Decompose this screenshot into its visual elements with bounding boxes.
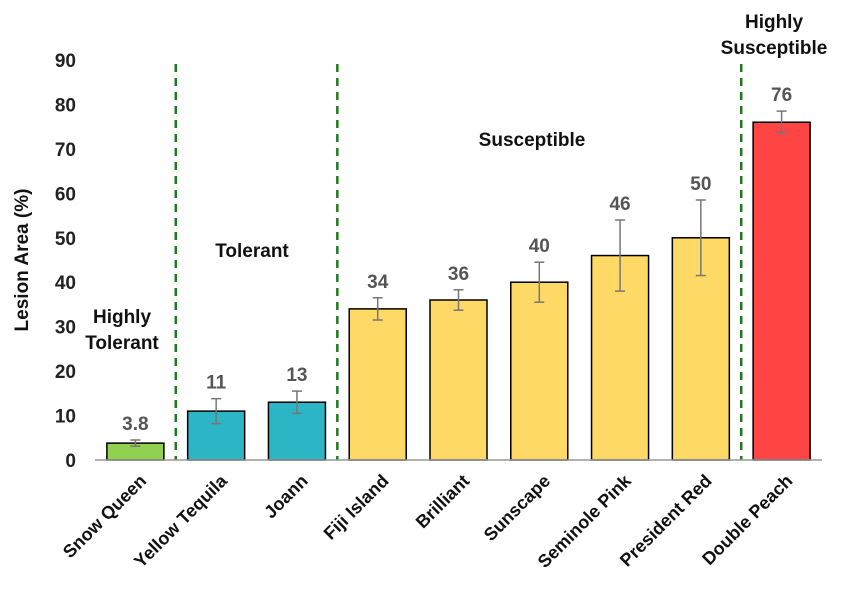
error-bar — [130, 439, 141, 447]
group-label-highly-tolerant: Highly Tolerant — [85, 307, 159, 354]
data-label: 50 — [690, 174, 711, 195]
data-label: 40 — [529, 236, 550, 257]
bar — [348, 308, 407, 461]
x-tick-label: Joann — [260, 471, 312, 523]
error-bar — [615, 219, 626, 292]
group-label-tolerant: Tolerant — [215, 241, 289, 262]
y-tick-label: 90 — [55, 51, 76, 72]
y-tick-label: 50 — [55, 229, 76, 250]
data-label: 76 — [771, 85, 792, 106]
y-tick-label: 10 — [55, 407, 76, 428]
bar — [429, 299, 488, 461]
x-tick-label: Snow Queen — [59, 471, 150, 562]
error-bar — [534, 261, 545, 303]
group-dividers — [174, 64, 743, 460]
y-tick-label: 0 — [65, 451, 76, 472]
error-bar — [372, 297, 383, 321]
error-bar — [695, 199, 706, 277]
data-label: 34 — [367, 272, 389, 293]
x-tick-label: Fiji Island — [320, 471, 393, 544]
bar — [510, 281, 569, 461]
data-label: 13 — [286, 365, 307, 386]
bars — [106, 121, 811, 461]
data-label: 3.8 — [122, 414, 148, 435]
bar — [752, 121, 811, 461]
y-tick-label: 70 — [55, 140, 76, 161]
error-bar — [776, 110, 787, 135]
group-label-highly-susceptible: Highly Susceptible — [721, 12, 828, 59]
data-labels: 3.8 11 13 34 36 40 46 50 76 — [122, 85, 792, 435]
y-tick-label: 40 — [55, 273, 76, 294]
y-tick-label: 80 — [55, 95, 76, 116]
y-tick-label: 20 — [55, 362, 76, 383]
data-label: 11 — [206, 373, 227, 394]
x-tick-label: Sunscape — [480, 471, 554, 545]
y-axis: 0 10 20 30 40 50 60 70 80 90 Lesion Area (%) — [12, 51, 76, 472]
error-bars — [130, 110, 787, 447]
group-label-susceptible: Susceptible — [479, 130, 586, 151]
y-axis-label: Lesion Area (%) — [12, 189, 33, 332]
x-tick-label: Brilliant — [412, 471, 474, 533]
error-bar — [453, 289, 464, 311]
y-tick-label: 30 — [55, 318, 76, 339]
y-tick-label: 60 — [55, 184, 76, 205]
data-label: 36 — [448, 264, 469, 285]
error-bar — [211, 397, 222, 425]
data-label: 46 — [609, 194, 630, 215]
group-labels: Highly Tolerant Tolerant Susceptible Highly S… — [85, 12, 827, 354]
error-bar — [291, 390, 302, 415]
